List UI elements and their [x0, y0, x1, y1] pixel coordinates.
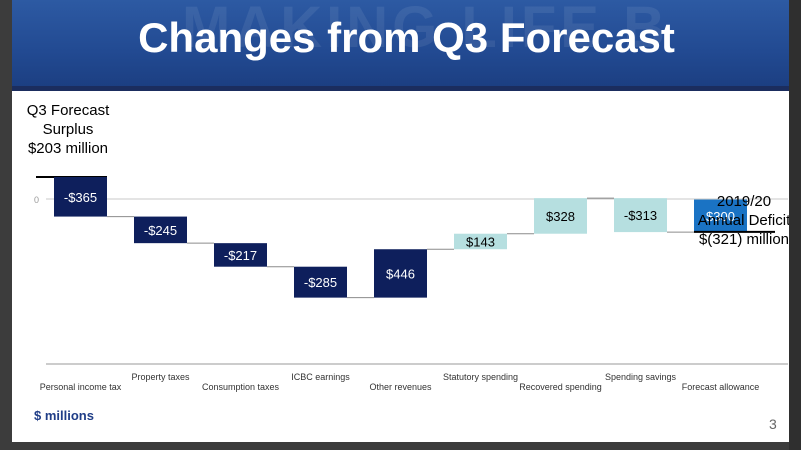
waterfall-bar: [454, 233, 507, 250]
bar-value-label: $300: [706, 209, 735, 224]
category-label: Spending savings: [605, 372, 677, 382]
y-tick-label: 0: [34, 195, 39, 205]
category-label: Property taxes: [131, 372, 190, 382]
end-callout: 2019/20 Annual Deficit $(321) million: [694, 192, 794, 249]
category-label: Consumption taxes: [202, 382, 280, 392]
units-label: $ millions: [34, 408, 94, 423]
waterfall-bar: [534, 198, 587, 234]
category-label: Personal income tax: [40, 382, 122, 392]
waterfall-bar: [294, 266, 347, 298]
title-bar: MAKING LIFE B Changes from Q3 Forecast: [12, 0, 801, 86]
waterfall-chart: 0 -$365 Personal income tax -$245 Property t…: [34, 175, 788, 392]
title-watermark: MAKING LIFE B: [182, 0, 669, 60]
category-label: Statutory spending: [443, 372, 518, 382]
bar-value-label: -$217: [224, 248, 257, 263]
title-divider: [12, 86, 801, 91]
start-callout: Q3 Forecast Surplus $203 million: [18, 101, 118, 158]
end-callout-line-3: $(321) million: [698, 231, 790, 248]
slide-title: Changes from Q3 Forecast: [138, 14, 675, 61]
category-label: Recovered spending: [519, 382, 602, 392]
window-edge: [789, 0, 801, 450]
start-callout-line-1: Q3 Forecast: [26, 102, 110, 119]
end-callout-line-1: 2019/20: [716, 193, 772, 210]
bar-value-label: -$285: [304, 275, 337, 290]
bar-value-label: -$365: [64, 190, 97, 205]
waterfall-bar: [694, 199, 747, 233]
waterfall-bar: [374, 249, 427, 298]
waterfall-bar: [614, 198, 667, 233]
waterfall-bar: [134, 216, 187, 244]
bar-value-label: $143: [466, 234, 495, 249]
start-callout-line-3: $203 million: [27, 140, 109, 157]
bar-value-label: -$313: [624, 208, 657, 223]
category-label: ICBC earnings: [291, 372, 350, 382]
category-label: Forecast allowance: [682, 382, 760, 392]
bar-value-label: $446: [386, 266, 415, 281]
waterfall-bar: [214, 243, 267, 267]
start-callout-line-2: Surplus: [42, 121, 94, 138]
page-number: 3: [769, 416, 777, 432]
waterfall-bar: [54, 176, 107, 217]
category-label: Other revenues: [369, 382, 432, 392]
end-callout-line-2: Annual Deficit: [697, 212, 791, 229]
bar-value-label: -$245: [144, 223, 177, 238]
slide: MAKING LIFE B Changes from Q3 Forecast 0…: [12, 0, 801, 442]
bar-value-label: $328: [546, 209, 575, 224]
